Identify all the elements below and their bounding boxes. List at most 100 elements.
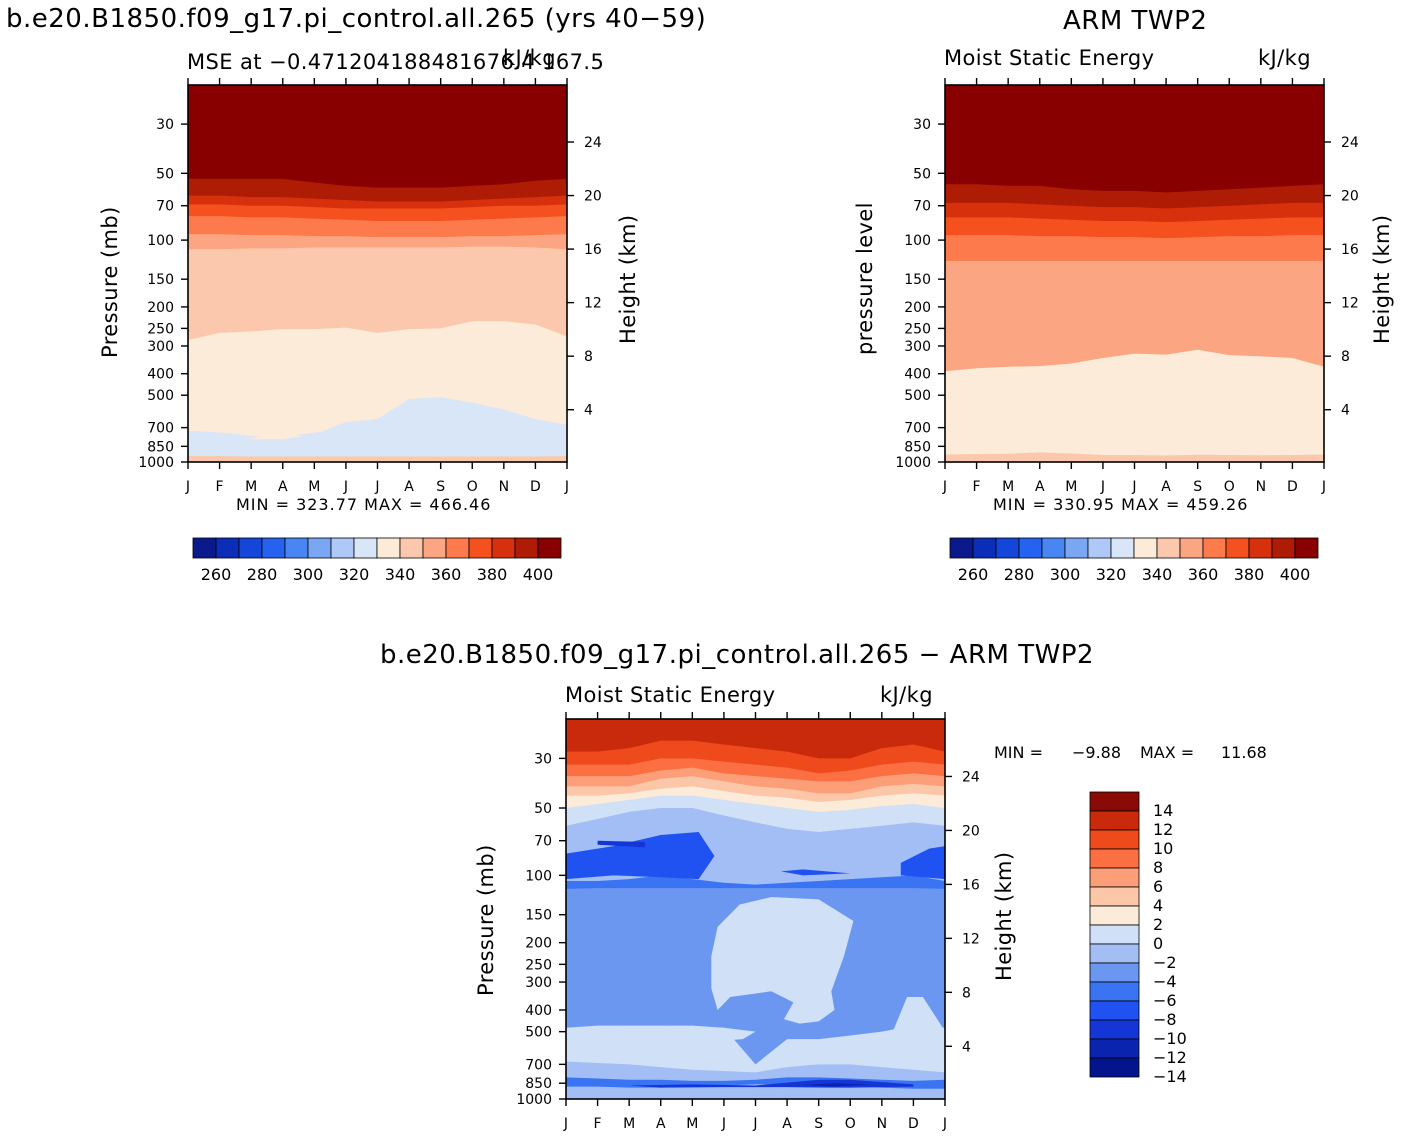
month-tick-label: J	[942, 479, 947, 495]
colorbar-tick-label: 0	[1153, 934, 1163, 953]
pressure-tick-label: 50	[913, 166, 931, 182]
height-tick-label: 24	[584, 135, 602, 151]
colorbar-tick-label: −14	[1153, 1067, 1187, 1086]
pressure-tick-label: 850	[904, 439, 931, 455]
pressure-tick-label: 70	[534, 834, 552, 850]
colorbar-swatch	[215, 537, 240, 559]
height-tick-label: 24	[962, 769, 980, 785]
colorbar-swatch	[1179, 537, 1204, 559]
panel-b-minmax: MIN = 330.95 MAX = 459.26	[993, 495, 1249, 514]
colorbar-swatch	[1089, 1019, 1140, 1040]
month-tick-label: J	[1131, 479, 1136, 495]
colorbar-swatch	[238, 537, 263, 559]
pressure-tick-label: 700	[147, 421, 174, 437]
diff-strongest-negative-region	[802, 1083, 870, 1087]
panel-a-left-title: MSE at −0.471204188481676.4 167.5	[187, 50, 605, 74]
panel-a-units: kJ/kg	[503, 46, 556, 70]
colorbar-swatch	[1202, 537, 1227, 559]
height-tick-label: 16	[584, 242, 602, 258]
colorbar-swatch	[1089, 867, 1140, 888]
pressure-tick-label: 70	[913, 199, 931, 215]
pressure-tick-label: 30	[156, 117, 174, 133]
month-tick-label: A	[656, 1116, 666, 1132]
pressure-tick-label: 300	[147, 339, 174, 355]
month-tick-label: M	[308, 479, 320, 495]
colorbar-tick-label: 300	[293, 565, 324, 584]
pressure-tick-label: 100	[525, 868, 552, 884]
colorbar-swatch	[972, 537, 997, 559]
month-tick-label: S	[814, 1116, 823, 1132]
pressure-tick-label: 100	[904, 233, 931, 249]
colorbar-tick-label: 340	[1142, 565, 1173, 584]
colorbar-tick-label: 260	[958, 565, 989, 584]
colorbar-tick-label: 14	[1153, 801, 1173, 820]
month-tick-label: J	[343, 479, 348, 495]
height-tick-label: 16	[962, 877, 980, 893]
contour-band	[945, 349, 1324, 462]
pressure-tick-label: 1000	[138, 455, 174, 471]
colorbar-tick-label: 380	[477, 565, 508, 584]
month-tick-label: J	[1100, 479, 1105, 495]
month-tick-label: N	[877, 1116, 887, 1132]
month-tick-label: J	[563, 1116, 568, 1132]
month-tick-label: J	[185, 479, 190, 495]
colorbar-swatch	[537, 537, 562, 559]
month-tick-label: M	[623, 1116, 635, 1132]
contour-band	[188, 456, 567, 462]
month-tick-label: S	[436, 479, 445, 495]
colorbar-tick-label: −8	[1153, 1010, 1177, 1029]
month-tick-label: M	[245, 479, 257, 495]
pressure-tick-label: 150	[147, 272, 174, 288]
colorbar-swatch	[1156, 537, 1181, 559]
month-tick-label: O	[1224, 479, 1235, 495]
contour-band	[945, 452, 1324, 462]
colorbar-swatch	[1089, 829, 1140, 850]
pressure-tick-label: 700	[525, 1057, 552, 1073]
panel-a-minmax: MIN = 323.77 MAX = 466.46	[236, 495, 492, 514]
height-tick-label: 12	[1341, 296, 1359, 312]
colorbar-tick-label: 360	[1188, 565, 1219, 584]
colorbar-swatch	[514, 537, 539, 559]
month-tick-label: J	[721, 1116, 726, 1132]
colorbar-tick-label: 260	[201, 565, 232, 584]
pressure-tick-label: 50	[156, 166, 174, 182]
colorbar-tick-label: 4	[1153, 896, 1163, 915]
month-tick-label: A	[782, 1116, 792, 1132]
pressure-tick-label: 250	[147, 321, 174, 337]
pressure-tick-label: 70	[156, 199, 174, 215]
pressure-tick-label: 150	[904, 272, 931, 288]
month-tick-label: J	[1321, 479, 1326, 495]
month-tick-label: D	[530, 479, 541, 495]
pressure-tick-label: 1000	[516, 1092, 552, 1108]
height-tick-label: 8	[962, 985, 971, 1001]
height-tick-label: 8	[1341, 349, 1350, 365]
height-tick-label: 20	[584, 189, 602, 205]
colorbar-swatch	[468, 537, 493, 559]
colorbar-swatch	[1018, 537, 1043, 559]
pressure-tick-label: 100	[147, 233, 174, 249]
diff-negative-region	[566, 831, 715, 880]
colorbar-swatch	[1041, 537, 1066, 559]
month-tick-label: J	[752, 1116, 757, 1132]
pressure-tick-label: 700	[904, 421, 931, 437]
height-tick-label: 4	[1341, 403, 1350, 419]
month-tick-label: J	[564, 479, 569, 495]
panel-c-title: b.e20.B1850.f09_g17.pi_control.all.265 −…	[380, 640, 1095, 670]
month-tick-label: F	[216, 479, 224, 495]
height-tick-label: 12	[584, 296, 602, 312]
pressure-tick-label: 500	[904, 388, 931, 404]
mse-light-blue-region	[188, 430, 261, 442]
colorbar-swatch	[1294, 537, 1319, 559]
colorbar-swatch	[1087, 537, 1112, 559]
colorbar-swatch	[1089, 1057, 1140, 1078]
pressure-tick-label: 500	[147, 388, 174, 404]
colorbar-tick-label: 10	[1153, 839, 1173, 858]
panel-c-max-label: MAX =	[1140, 743, 1195, 762]
month-tick-label: A	[1035, 479, 1045, 495]
colorbar-swatch	[491, 537, 516, 559]
pressure-tick-label: 400	[147, 367, 174, 383]
diff-surface-region	[566, 1094, 945, 1099]
month-tick-label: M	[686, 1116, 698, 1132]
